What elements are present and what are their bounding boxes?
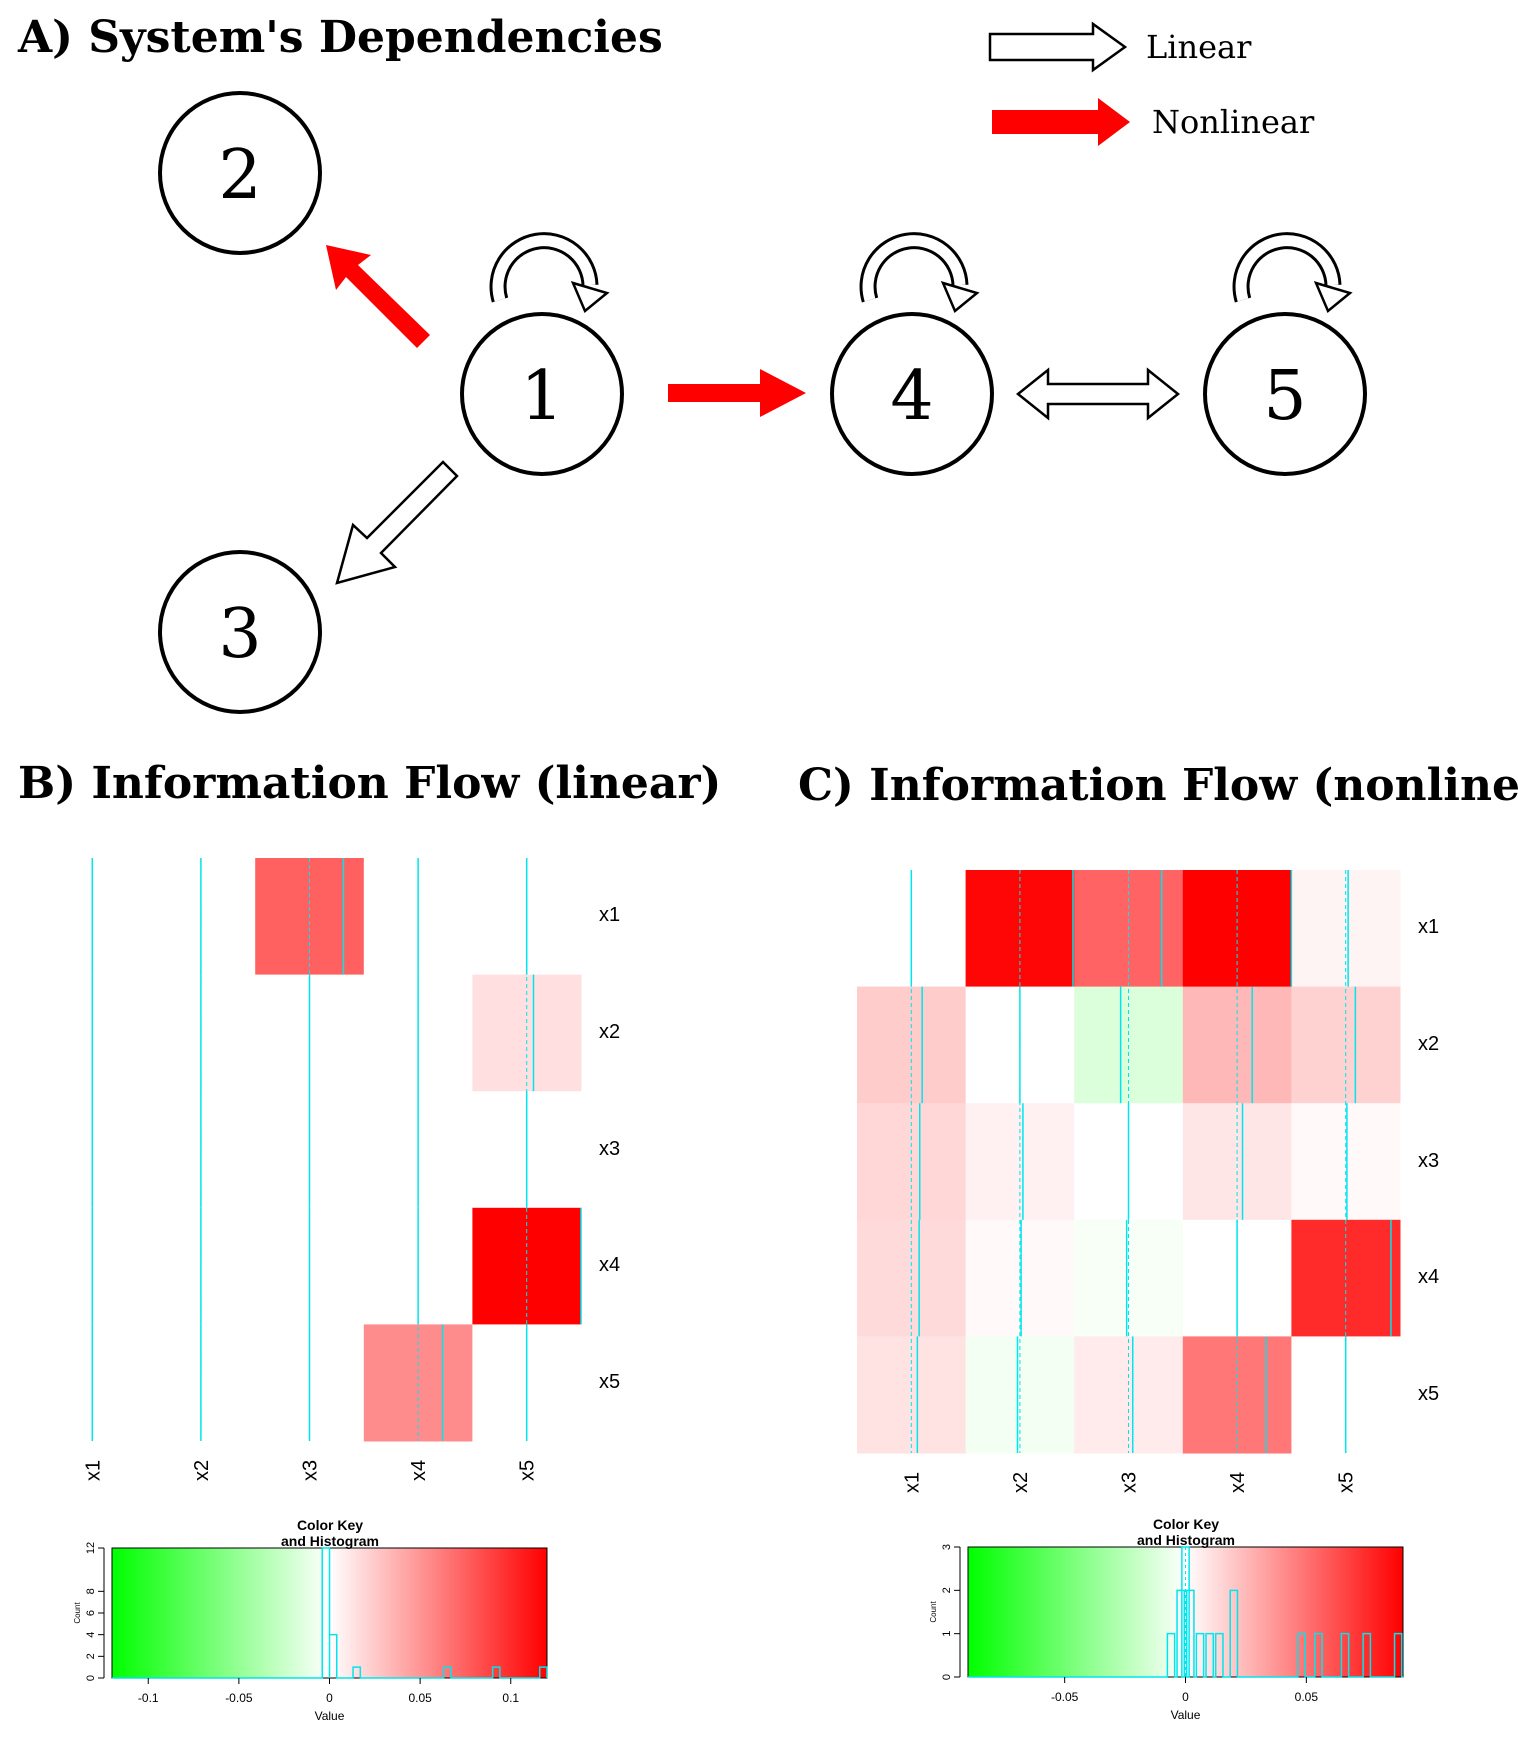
panel-a-title: A) System's Dependencies [18,12,663,63]
row-label: x1 [599,904,621,927]
histogram [968,1546,1403,1678]
row-label: x3 [599,1137,621,1160]
x-tick-label: 0.05 [1295,1690,1319,1704]
heatmap-linear: x1 x2 x3 x4 x5 [82,858,582,1481]
color-key-nonlinear-title: Color Key and Histogram [1086,1516,1286,1548]
node-3: 3 [158,550,322,714]
row-label: x5 [599,1370,621,1393]
panel-b-title: B) Information Flow (linear) [18,758,722,809]
color-key-linear: -0.1 -0.05 0 0.05 0.1 0 2 4 6 8 12 Count Value [73,1542,548,1723]
column-label: x5 [517,1460,539,1481]
edge-1-to-2 [326,245,430,348]
x-tick-label: 0 [1182,1690,1189,1704]
panel-c-title: C) Information Flow (nonlinear) [798,760,1518,811]
node-5: 5 [1203,312,1367,476]
column-label: x3 [1119,1472,1141,1493]
color-key-nonlinear-title-line1: Color Key [1152,1516,1220,1532]
y-tick-label: 3 [941,1544,953,1550]
row-label: x5 [1418,1382,1440,1405]
color-key-linear-title-line1: Color Key [296,1517,364,1533]
column-label: x1 [82,1460,104,1481]
y-tick-label: 8 [85,1588,97,1594]
node-4: 4 [830,312,994,476]
edge-1-to-4 [668,369,806,417]
x-axis-label: Value [1171,1708,1201,1722]
y-axis-label: Count [73,1602,82,1624]
color-key-linear-title: Color Key and Histogram [230,1517,430,1549]
self-loop-4 [859,232,980,314]
row-label: x4 [599,1254,621,1277]
node-1-label: 1 [520,357,563,436]
edge-1-to-3 [335,460,459,585]
self-loop-1 [489,232,610,314]
self-loop-5 [1232,232,1353,314]
column-label: x2 [1010,1472,1032,1493]
node-3-label: 3 [218,595,261,674]
row-label: x4 [1418,1266,1440,1289]
y-tick-label: 6 [85,1610,97,1616]
y-tick-label: 12 [85,1542,97,1554]
y-tick-label: 0 [941,1674,953,1680]
x-tick-label: 0.1 [502,1691,519,1705]
node-5-label: 5 [1263,357,1306,436]
y-tick-label: 0 [85,1675,97,1681]
color-key-linear-title-line2: and Histogram [280,1533,379,1549]
legend-linear-label: Linear [1146,28,1252,66]
row-label: x2 [1418,1032,1440,1055]
column-label: x3 [300,1460,322,1481]
y-tick-label: 2 [85,1653,97,1659]
x-tick-label: -0.05 [1051,1690,1079,1704]
column-label: x4 [408,1460,430,1481]
node-4-label: 4 [890,357,933,436]
x-tick-label: 0.05 [408,1691,432,1705]
y-axis-label: Count [929,1601,938,1623]
node-1: 1 [460,312,624,476]
node-2-label: 2 [218,136,261,215]
row-label: x2 [599,1020,621,1043]
column-label: x4 [1227,1472,1249,1493]
row-label: x1 [1418,916,1440,939]
edge-4-to-5 [1015,367,1181,421]
legend-nonlinear-label: Nonlinear [1152,103,1315,141]
legend-nonlinear-arrow [992,98,1130,146]
x-axis-label: Value [315,1709,345,1723]
legend-linear-arrow [988,21,1128,73]
x-tick-label: 0 [326,1691,333,1705]
y-tick-label: 4 [85,1632,97,1638]
column-label: x5 [1336,1472,1358,1493]
y-tick-label: 1 [941,1631,953,1637]
y-tick-label: 2 [941,1587,953,1593]
dependency-diagram: 2 1 3 4 5 [158,21,1367,714]
x-tick-label: -0.05 [225,1691,253,1705]
column-label: x2 [191,1460,213,1481]
color-key-nonlinear-title-line2: and Histogram [1136,1532,1235,1548]
row-label: x3 [1418,1149,1440,1172]
column-label: x1 [901,1472,923,1493]
x-tick-label: -0.1 [138,1691,159,1705]
node-2: 2 [158,91,322,255]
